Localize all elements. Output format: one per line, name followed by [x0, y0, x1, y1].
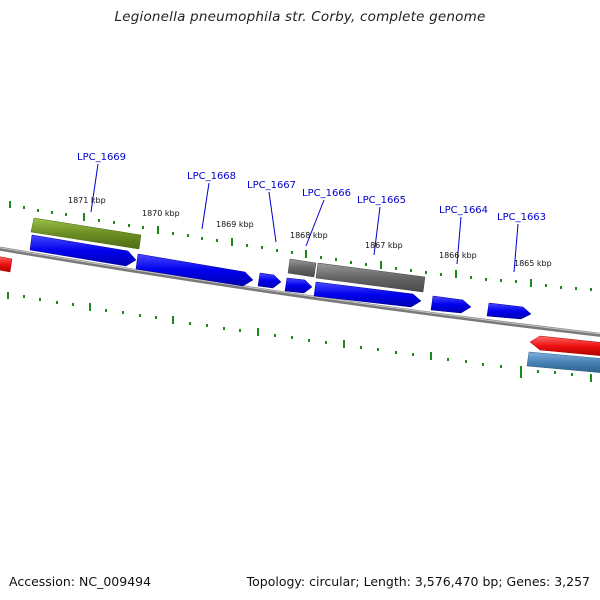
leader-lpc-1669: [90, 163, 99, 213]
position-label: 1868 kbp: [290, 231, 328, 240]
gene-label[interactable]: LPC_1669: [77, 152, 126, 163]
gene-lpc-1666-arrow-small[interactable]: [284, 277, 313, 294]
genome-backbone: [0, 246, 600, 337]
gene-label[interactable]: LPC_1666: [302, 188, 351, 199]
gene-label[interactable]: LPC_1668: [187, 171, 236, 182]
gene-lpc-1669-olive[interactable]: [30, 217, 142, 250]
position-label: 1866 kbp: [439, 251, 477, 260]
leader-lpc-1664: [456, 216, 462, 265]
forward-strand-genes: [29, 234, 532, 320]
gene-lpc-1666-gray-small[interactable]: [287, 258, 317, 278]
reverse-strand-genes: [0, 217, 600, 373]
leader-lpc-1666: [305, 199, 325, 247]
gene-lpc-1664-arrow[interactable]: [430, 295, 472, 314]
gene-lpc-1669-arrow[interactable]: [29, 234, 137, 267]
gene-label[interactable]: LPC_1663: [497, 212, 546, 223]
gene-lpc-1663-arrow[interactable]: [486, 302, 532, 320]
leader-lpc-1665: [373, 206, 381, 256]
gene-label[interactable]: LPC_1664: [439, 205, 488, 216]
position-label: 1870 kbp: [142, 209, 180, 218]
gene-lpc-1667-arrow[interactable]: [257, 272, 282, 289]
position-label: 1871 kbp: [68, 196, 106, 205]
leader-lpc-1663: [513, 223, 519, 273]
position-labels: 1871 kbp 1870 kbp 1869 kbp 1868 kbp 1867…: [68, 196, 552, 268]
gene-red-right-edge[interactable]: [529, 335, 600, 356]
leader-lpc-1667: [268, 191, 277, 243]
accession-label: Accession: NC_009494: [9, 574, 152, 589]
gene-label[interactable]: LPC_1667: [247, 180, 296, 191]
gene-lpc-1666-gray[interactable]: [315, 262, 426, 293]
gene-label-leaders: [90, 163, 519, 273]
gene-lpc-1665-arrow[interactable]: [313, 281, 422, 308]
gene-red-left-edge[interactable]: [0, 256, 13, 273]
gene-labels: LPC_1669 LPC_1668 LPC_1667 LPC_1666 LPC_…: [77, 152, 546, 223]
genome-summary: Topology: circular; Length: 3,576,470 bp…: [246, 574, 590, 589]
gene-steelblue-right-edge[interactable]: [526, 351, 600, 373]
genome-title: Legionella pneumophila str. Corby, compl…: [114, 9, 486, 25]
position-label: 1865 kbp: [514, 259, 552, 268]
gene-lpc-1668-arrow[interactable]: [135, 253, 254, 287]
inner-tick-ring: [7, 292, 592, 382]
position-label: 1867 kbp: [365, 241, 403, 250]
leader-lpc-1668: [201, 182, 210, 230]
gene-label[interactable]: LPC_1665: [357, 195, 406, 206]
genome-backbone-highlight: [0, 247, 600, 335]
outer-tick-ring: [9, 201, 592, 291]
position-label: 1869 kbp: [216, 220, 254, 229]
